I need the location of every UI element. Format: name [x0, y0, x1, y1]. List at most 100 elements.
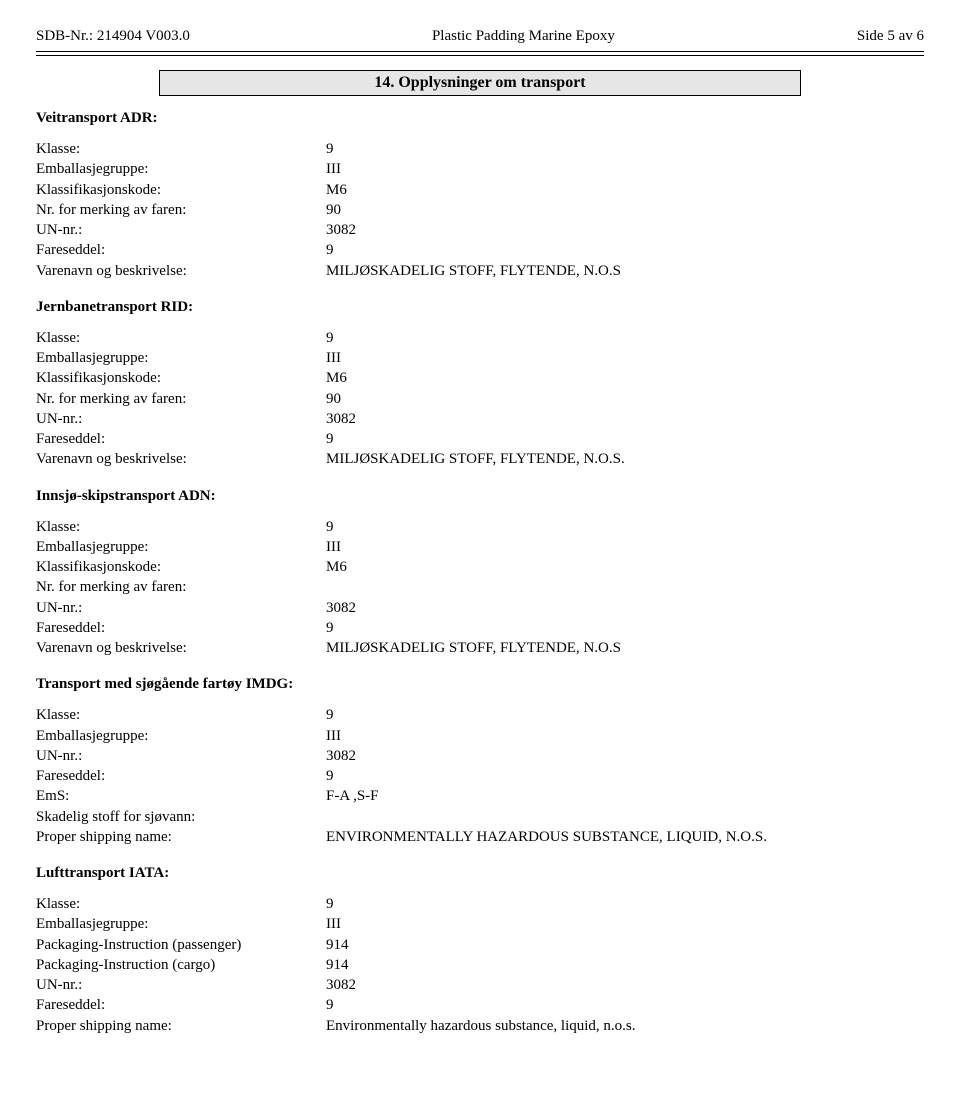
kv-value: M6 — [326, 557, 924, 577]
kv-label: Emballasjegruppe: — [36, 537, 326, 557]
kv-value — [326, 807, 924, 827]
header-rule — [36, 51, 924, 56]
kv-row: UN-nr.:3082 — [36, 598, 924, 618]
kv-label: Nr. for merking av faren: — [36, 577, 326, 597]
kv-label: Klasse: — [36, 894, 326, 914]
kv-value: 3082 — [326, 975, 924, 995]
kv-value: 3082 — [326, 598, 924, 618]
kv-row: Klasse:9 — [36, 517, 924, 537]
kv-value — [326, 577, 924, 597]
kv-value: MILJØSKADELIG STOFF, FLYTENDE, N.O.S. — [326, 449, 924, 469]
kv-block: Klasse:9Emballasjegruppe:IIIKlassifikasj… — [36, 328, 924, 470]
kv-value: F-A ,S-F — [326, 786, 924, 806]
kv-value: 914 — [326, 935, 924, 955]
kv-label: UN-nr.: — [36, 746, 326, 766]
kv-label: Proper shipping name: — [36, 1016, 326, 1036]
kv-label: Fareseddel: — [36, 240, 326, 260]
kv-value: 9 — [326, 139, 924, 159]
kv-value: 914 — [326, 955, 924, 975]
kv-label: Nr. for merking av faren: — [36, 389, 326, 409]
kv-row: Nr. for merking av faren: — [36, 577, 924, 597]
block-heading: Transport med sjøgående fartøy IMDG: — [36, 676, 924, 693]
section-title-box: 14. Opplysninger om transport — [159, 70, 800, 96]
kv-value: 3082 — [326, 409, 924, 429]
kv-label: UN-nr.: — [36, 598, 326, 618]
kv-value: MILJØSKADELIG STOFF, FLYTENDE, N.O.S — [326, 261, 924, 281]
kv-value: 9 — [326, 328, 924, 348]
kv-label: Varenavn og beskrivelse: — [36, 449, 326, 469]
kv-row: Packaging-Instruction (passenger)914 — [36, 935, 924, 955]
kv-row: Fareseddel:9 — [36, 766, 924, 786]
kv-row: EmS:F-A ,S-F — [36, 786, 924, 806]
kv-value: III — [326, 914, 924, 934]
kv-row: Klasse:9 — [36, 139, 924, 159]
kv-row: Emballasjegruppe:III — [36, 726, 924, 746]
header-right: Side 5 av 6 — [857, 28, 924, 45]
kv-value: 9 — [326, 429, 924, 449]
kv-row: UN-nr.:3082 — [36, 975, 924, 995]
kv-row: Varenavn og beskrivelse:MILJØSKADELIG ST… — [36, 449, 924, 469]
kv-row: Emballasjegruppe:III — [36, 914, 924, 934]
kv-value: 9 — [326, 517, 924, 537]
header-center: Plastic Padding Marine Epoxy — [432, 28, 615, 45]
kv-label: Fareseddel: — [36, 995, 326, 1015]
kv-value: 3082 — [326, 746, 924, 766]
kv-row: Klassifikasjonskode:M6 — [36, 180, 924, 200]
kv-label: Emballasjegruppe: — [36, 348, 326, 368]
block-heading: Lufttransport IATA: — [36, 865, 924, 882]
kv-value: 9 — [326, 995, 924, 1015]
kv-row: Emballasjegruppe:III — [36, 348, 924, 368]
kv-row: Emballasjegruppe:III — [36, 159, 924, 179]
kv-label: Emballasjegruppe: — [36, 726, 326, 746]
kv-label: Packaging-Instruction (passenger) — [36, 935, 326, 955]
kv-value: 9 — [326, 618, 924, 638]
kv-label: EmS: — [36, 786, 326, 806]
kv-row: Skadelig stoff for sjøvann: — [36, 807, 924, 827]
kv-label: Fareseddel: — [36, 766, 326, 786]
kv-value: M6 — [326, 368, 924, 388]
kv-block: Klasse:9Emballasjegruppe:IIIKlassifikasj… — [36, 139, 924, 281]
kv-value: III — [326, 537, 924, 557]
kv-value: 9 — [326, 240, 924, 260]
kv-row: Nr. for merking av faren:90 — [36, 200, 924, 220]
kv-value: III — [326, 159, 924, 179]
kv-row: Nr. for merking av faren:90 — [36, 389, 924, 409]
kv-label: Proper shipping name: — [36, 827, 326, 847]
kv-label: Emballasjegruppe: — [36, 914, 326, 934]
kv-value: ENVIRONMENTALLY HAZARDOUS SUBSTANCE, LIQ… — [326, 827, 924, 847]
kv-label: Fareseddel: — [36, 429, 326, 449]
block-heading: Veitransport ADR: — [36, 110, 924, 127]
section-title: 14. Opplysninger om transport — [374, 74, 585, 91]
page-header: SDB-Nr.: 214904 V003.0 Plastic Padding M… — [36, 28, 924, 49]
kv-row: Varenavn og beskrivelse:MILJØSKADELIG ST… — [36, 261, 924, 281]
kv-label: Klasse: — [36, 328, 326, 348]
kv-value: 9 — [326, 705, 924, 725]
block-heading: Jernbanetransport RID: — [36, 299, 924, 316]
kv-row: Fareseddel:9 — [36, 240, 924, 260]
kv-block: Klasse:9Emballasjegruppe:IIIKlassifikasj… — [36, 517, 924, 659]
kv-row: Proper shipping name:ENVIRONMENTALLY HAZ… — [36, 827, 924, 847]
kv-label: Varenavn og beskrivelse: — [36, 261, 326, 281]
header-left: SDB-Nr.: 214904 V003.0 — [36, 28, 190, 45]
kv-label: UN-nr.: — [36, 975, 326, 995]
kv-label: Klasse: — [36, 517, 326, 537]
kv-row: UN-nr.:3082 — [36, 746, 924, 766]
kv-value: III — [326, 348, 924, 368]
kv-block: Klasse:9Emballasjegruppe:IIIUN-nr.:3082F… — [36, 705, 924, 847]
kv-label: Klassifikasjonskode: — [36, 368, 326, 388]
kv-row: Emballasjegruppe:III — [36, 537, 924, 557]
kv-row: Proper shipping name:Environmentally haz… — [36, 1016, 924, 1036]
kv-value: Environmentally hazardous substance, liq… — [326, 1016, 924, 1036]
kv-value: III — [326, 726, 924, 746]
kv-value: 90 — [326, 389, 924, 409]
kv-label: Klassifikasjonskode: — [36, 557, 326, 577]
kv-row: Klasse:9 — [36, 705, 924, 725]
kv-row: Klasse:9 — [36, 894, 924, 914]
kv-row: Fareseddel:9 — [36, 429, 924, 449]
kv-label: Klasse: — [36, 139, 326, 159]
kv-row: Varenavn og beskrivelse:MILJØSKADELIG ST… — [36, 638, 924, 658]
kv-value: MILJØSKADELIG STOFF, FLYTENDE, N.O.S — [326, 638, 924, 658]
kv-label: Varenavn og beskrivelse: — [36, 638, 326, 658]
kv-value: M6 — [326, 180, 924, 200]
kv-row: Packaging-Instruction (cargo)914 — [36, 955, 924, 975]
